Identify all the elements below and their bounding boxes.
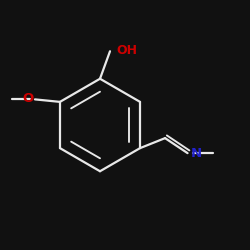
Text: O: O <box>22 92 34 106</box>
Text: N: N <box>190 147 202 160</box>
Text: OH: OH <box>116 44 137 57</box>
